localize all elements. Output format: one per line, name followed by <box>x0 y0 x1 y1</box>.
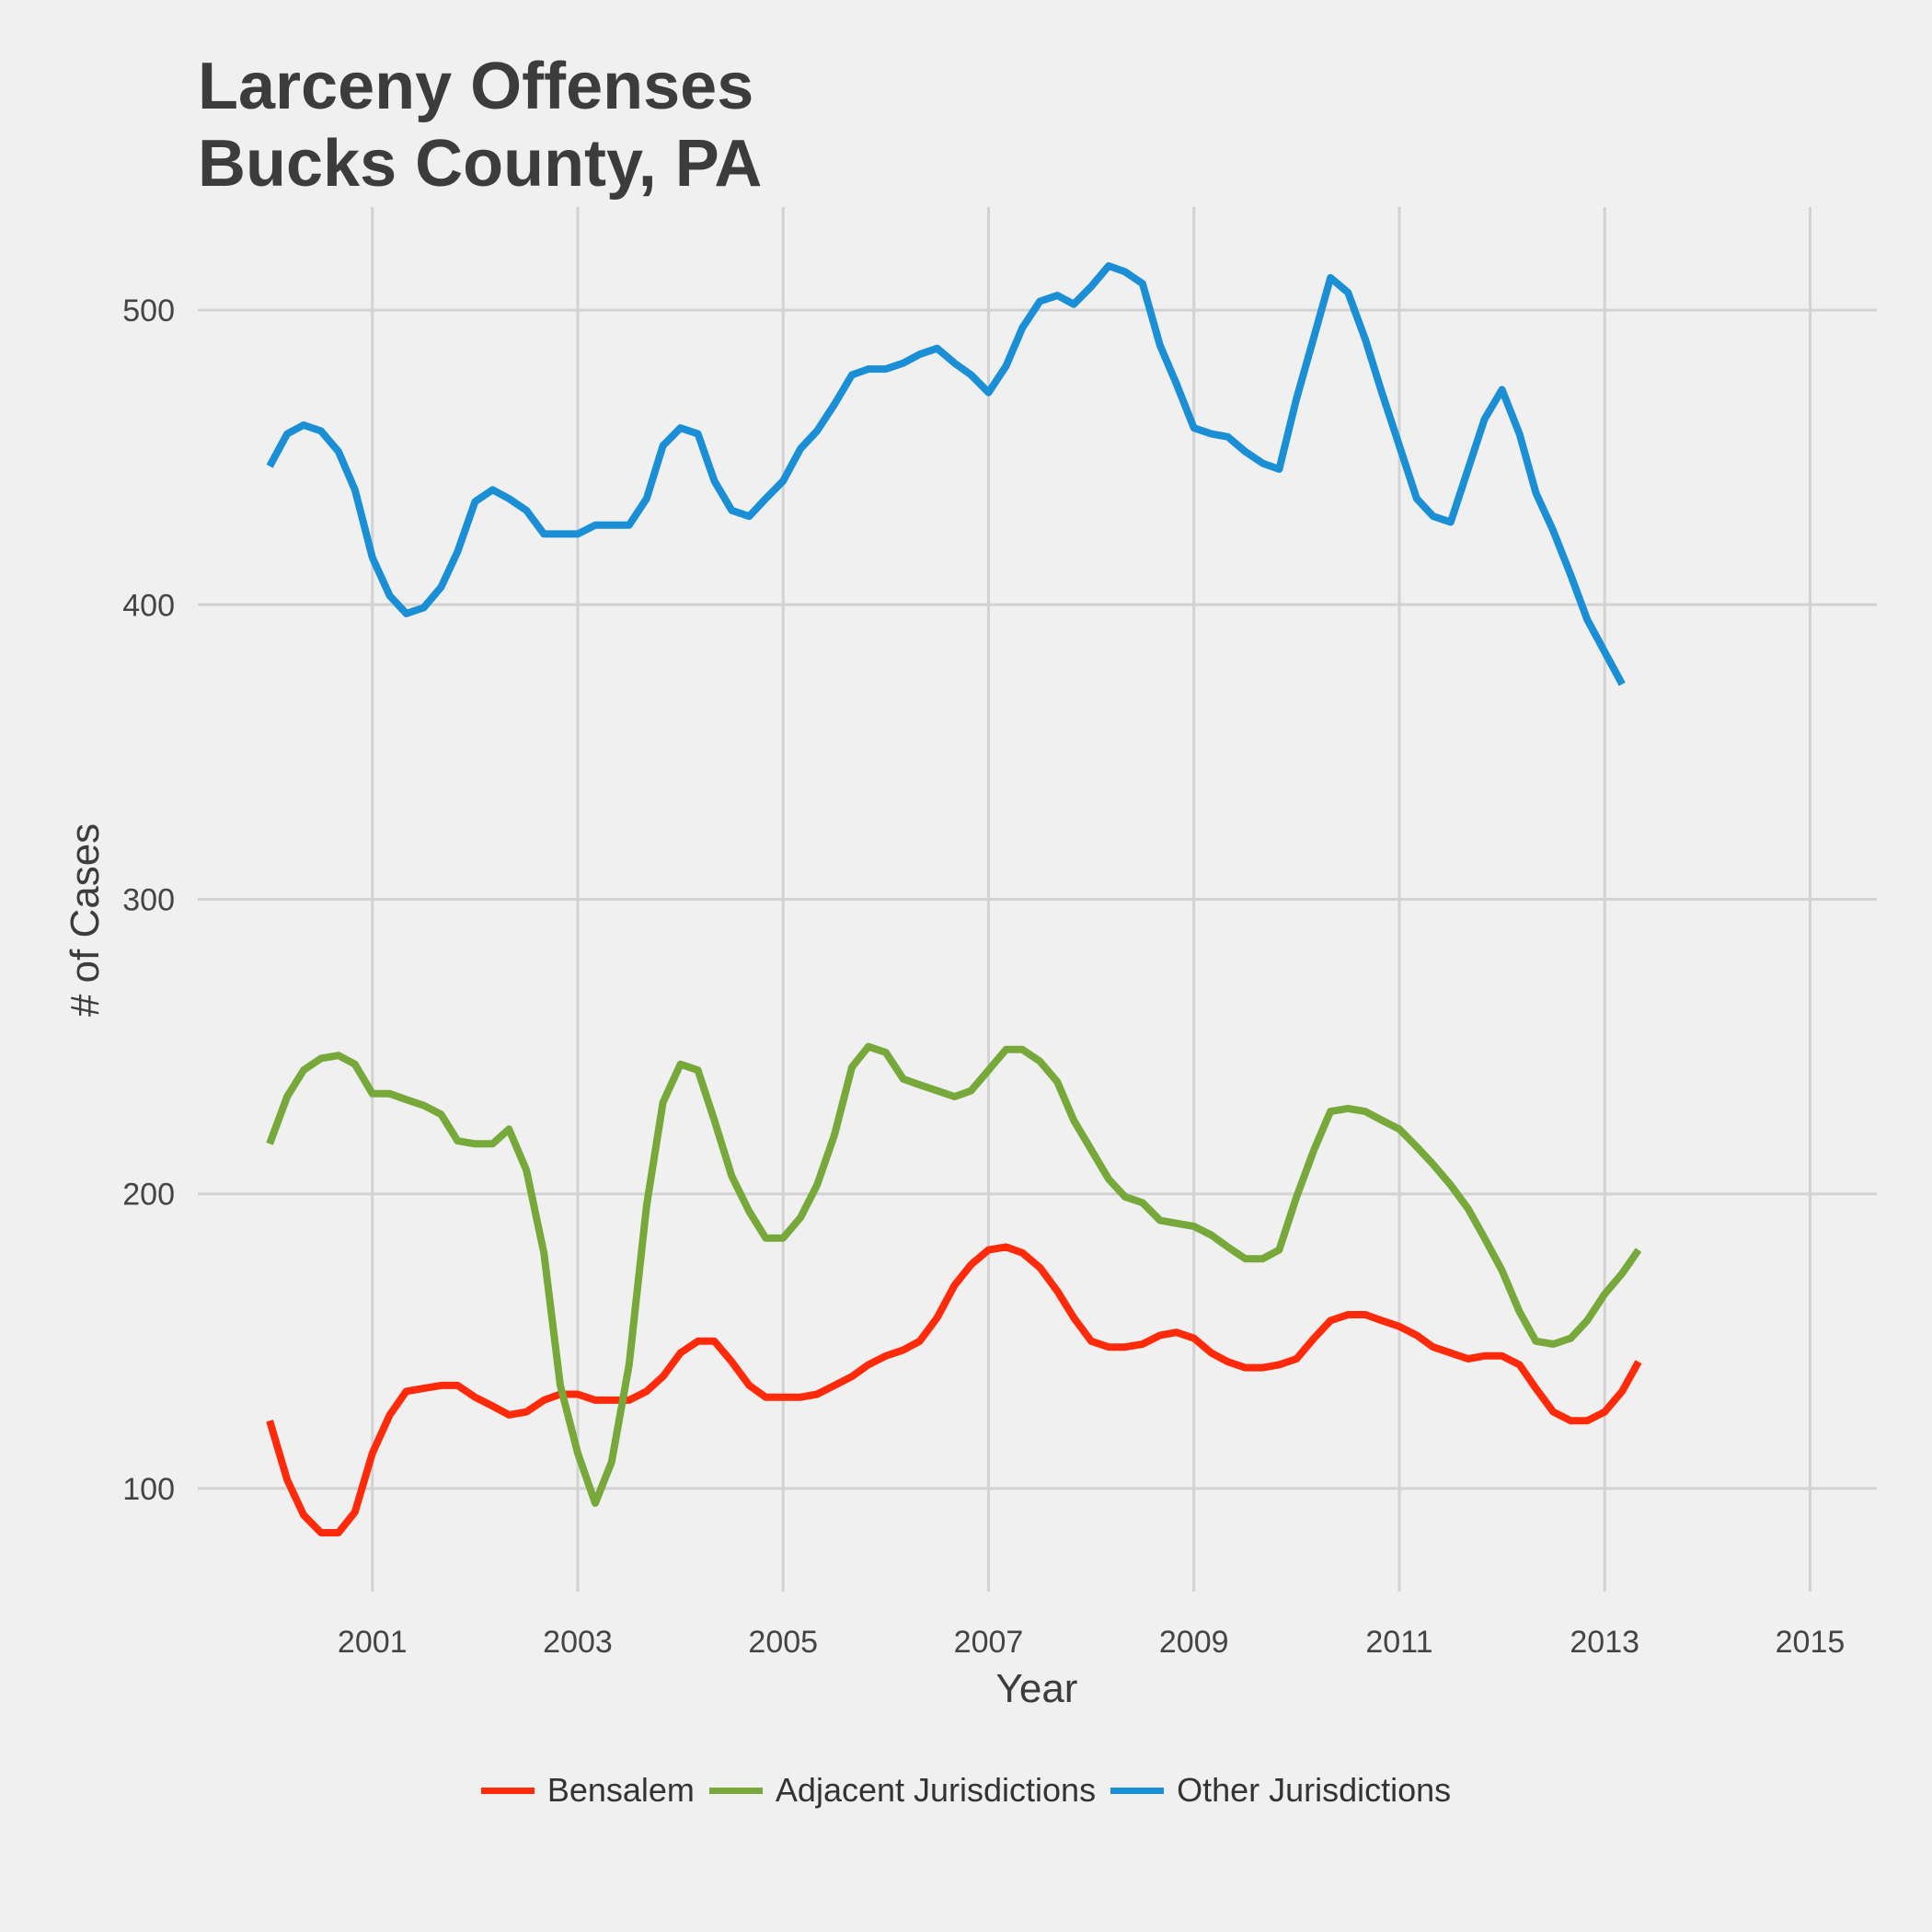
y-tick-label: 300 <box>122 883 175 918</box>
legend: Bensalem Adjacent Jurisdictions Other Juri… <box>0 1771 1932 1810</box>
legend-key-swatch <box>708 1787 763 1794</box>
series-line-other-jurisdictions <box>266 262 1626 686</box>
y-tick-label: 500 <box>122 293 175 328</box>
x-tick-label: 2011 <box>1365 1625 1432 1660</box>
chart-title-line-1: Larceny Offenses <box>198 50 754 123</box>
chart-title-line-2: Bucks County, PA <box>198 127 763 201</box>
legend-key-swatch <box>1110 1787 1165 1794</box>
legend-label: Adjacent Jurisdictions <box>775 1771 1097 1809</box>
x-tick-label: 2015 <box>1776 1625 1846 1660</box>
x-axis-title: Year <box>996 1666 1078 1711</box>
x-tick-label: 2007 <box>954 1625 1024 1660</box>
y-tick-label: 200 <box>122 1178 175 1213</box>
y-axis-title: # of Cases <box>63 823 108 1017</box>
legend-key-swatch <box>480 1787 535 1794</box>
legend-label: Other Jurisdictions <box>1177 1771 1452 1809</box>
y-tick-label: 400 <box>122 588 175 623</box>
legend-item: Adjacent Jurisdictions <box>708 1771 1097 1810</box>
x-tick-label: 2009 <box>1159 1625 1229 1660</box>
legend-item: Other Jurisdictions <box>1110 1771 1451 1810</box>
legend-label: Bensalem <box>546 1771 695 1809</box>
legend-item: Bensalem <box>480 1771 695 1810</box>
x-tick-label: 2001 <box>338 1625 408 1660</box>
x-tick-label: 2013 <box>1570 1625 1639 1660</box>
x-tick-label: 2003 <box>543 1625 613 1660</box>
series-line-adjacent-jurisdictions <box>266 1042 1642 1507</box>
chart-title: Larceny Offenses Bucks County, PA <box>198 48 762 202</box>
series-line-bensalem <box>266 1243 1642 1536</box>
x-tick-label: 2005 <box>748 1625 818 1660</box>
axis-tick-labels: 2001 2003 2005 2007 2009 2011 2013 2015 100 200 30… <box>122 293 1845 1660</box>
y-tick-label: 100 <box>122 1472 175 1507</box>
series-lines <box>266 262 1642 1536</box>
